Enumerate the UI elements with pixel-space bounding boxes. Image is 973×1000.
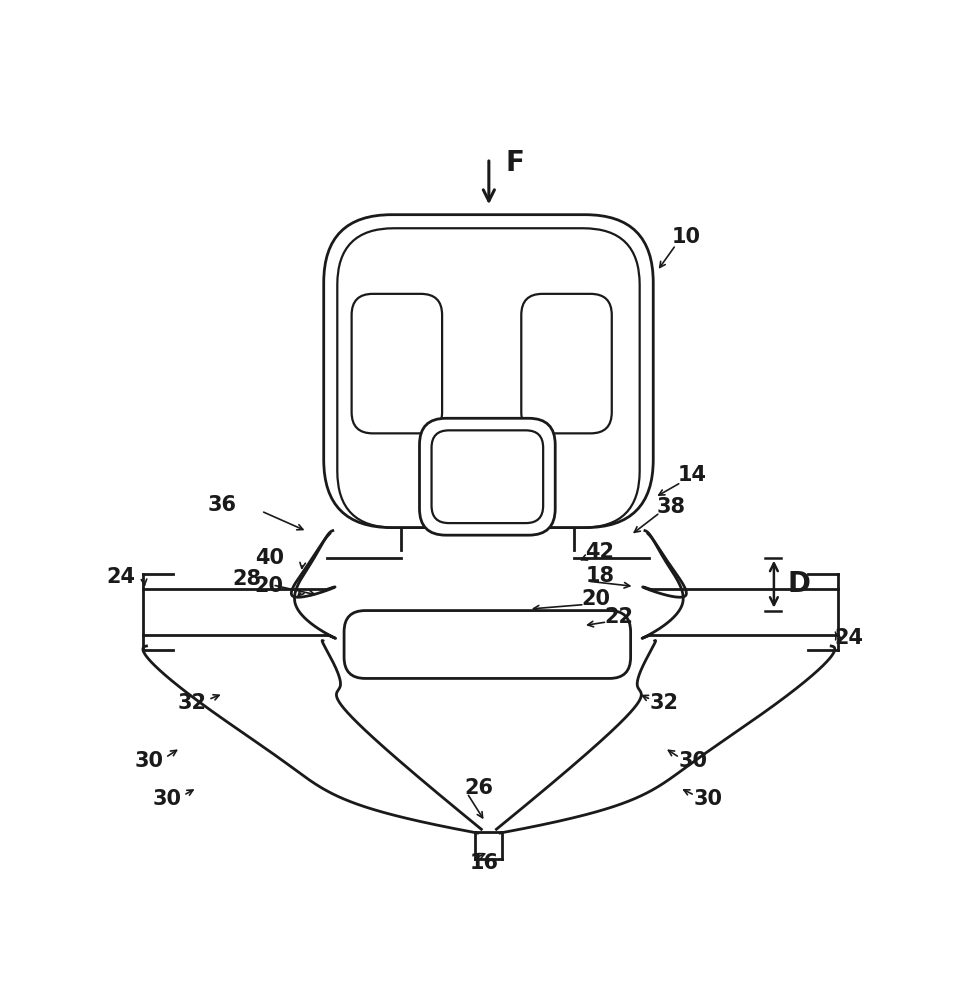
FancyBboxPatch shape bbox=[344, 611, 631, 678]
Text: 42: 42 bbox=[586, 542, 614, 562]
Text: D: D bbox=[787, 570, 811, 598]
Text: 30: 30 bbox=[153, 789, 182, 809]
FancyBboxPatch shape bbox=[419, 418, 556, 535]
FancyBboxPatch shape bbox=[522, 294, 612, 433]
Text: 22: 22 bbox=[604, 607, 633, 627]
Text: 38: 38 bbox=[657, 497, 686, 517]
Text: 24: 24 bbox=[106, 567, 135, 587]
Text: 10: 10 bbox=[672, 227, 702, 247]
Text: 18: 18 bbox=[586, 566, 614, 586]
Text: 30: 30 bbox=[678, 751, 707, 771]
Text: 30: 30 bbox=[134, 751, 163, 771]
FancyBboxPatch shape bbox=[324, 215, 653, 528]
Text: 20: 20 bbox=[582, 589, 611, 609]
Text: 20: 20 bbox=[255, 576, 284, 596]
Text: 36: 36 bbox=[207, 495, 236, 515]
Text: 24: 24 bbox=[834, 628, 863, 648]
Text: 30: 30 bbox=[693, 789, 722, 809]
Text: 32: 32 bbox=[650, 693, 678, 713]
Text: 32: 32 bbox=[178, 693, 207, 713]
Text: F: F bbox=[505, 149, 524, 177]
Text: 26: 26 bbox=[465, 778, 493, 798]
Text: 28: 28 bbox=[233, 569, 261, 589]
Text: 16: 16 bbox=[470, 853, 499, 873]
FancyBboxPatch shape bbox=[351, 294, 442, 433]
Text: 40: 40 bbox=[255, 548, 284, 568]
Text: 14: 14 bbox=[678, 465, 707, 485]
